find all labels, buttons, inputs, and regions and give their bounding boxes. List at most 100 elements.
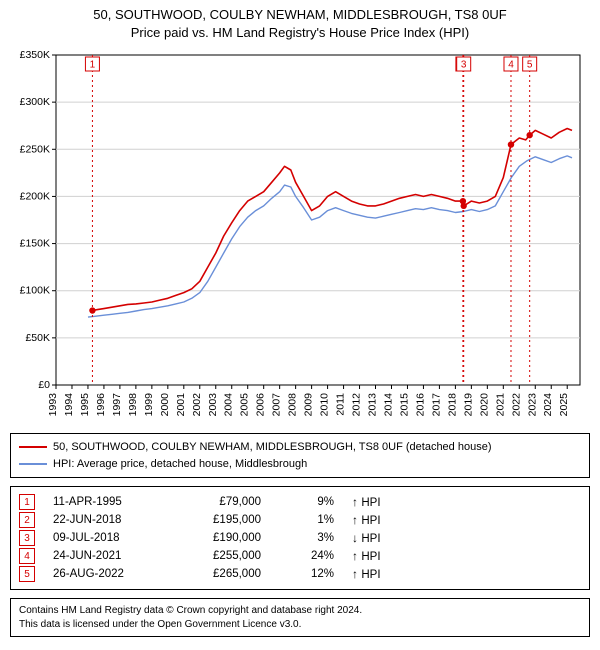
sale-dir-label: HPI bbox=[361, 497, 380, 509]
svg-text:1999: 1999 bbox=[143, 393, 155, 417]
svg-text:1995: 1995 bbox=[79, 393, 91, 417]
svg-text:2000: 2000 bbox=[159, 393, 171, 417]
sale-pct: 24% bbox=[279, 550, 334, 562]
svg-text:£100K: £100K bbox=[20, 285, 50, 297]
svg-text:2002: 2002 bbox=[191, 393, 203, 417]
svg-text:£300K: £300K bbox=[20, 96, 50, 108]
svg-text:2003: 2003 bbox=[207, 393, 219, 417]
sale-direction: ↑ HPI bbox=[352, 567, 412, 581]
sale-price: £265,000 bbox=[181, 568, 261, 580]
svg-text:2015: 2015 bbox=[398, 393, 410, 417]
svg-text:2009: 2009 bbox=[303, 393, 315, 417]
svg-text:2013: 2013 bbox=[367, 393, 379, 417]
title-line-2: Price paid vs. HM Land Registry's House … bbox=[10, 24, 590, 42]
svg-text:1998: 1998 bbox=[127, 393, 139, 417]
svg-text:2012: 2012 bbox=[351, 393, 363, 417]
sale-pct: 12% bbox=[279, 568, 334, 580]
svg-text:2001: 2001 bbox=[175, 393, 187, 417]
sale-direction: ↓ HPI bbox=[352, 531, 412, 545]
svg-text:1993: 1993 bbox=[47, 393, 59, 417]
svg-text:£350K: £350K bbox=[20, 49, 50, 61]
sale-dir-label: HPI bbox=[361, 569, 380, 581]
svg-text:£50K: £50K bbox=[25, 332, 50, 344]
sale-row: 5 26-AUG-2022 £265,000 12% ↑ HPI bbox=[19, 565, 581, 583]
legend-label: HPI: Average price, detached house, Midd… bbox=[53, 456, 307, 473]
sale-price: £195,000 bbox=[181, 514, 261, 526]
legend-row: 50, SOUTHWOOD, COULBY NEWHAM, MIDDLESBRO… bbox=[19, 439, 581, 456]
sale-row: 2 22-JUN-2018 £195,000 1% ↑ HPI bbox=[19, 511, 581, 529]
svg-text:£0: £0 bbox=[38, 379, 50, 391]
arrow-up-icon: ↑ bbox=[352, 567, 361, 581]
footer-box: Contains HM Land Registry data © Crown c… bbox=[10, 598, 590, 637]
sale-number-box: 4 bbox=[19, 548, 35, 564]
svg-text:2020: 2020 bbox=[478, 393, 490, 417]
svg-text:5: 5 bbox=[527, 60, 533, 71]
sale-price: £190,000 bbox=[181, 532, 261, 544]
svg-text:2007: 2007 bbox=[271, 393, 283, 417]
svg-text:£150K: £150K bbox=[20, 238, 50, 250]
svg-text:2006: 2006 bbox=[255, 393, 267, 417]
sale-row: 4 24-JUN-2021 £255,000 24% ↑ HPI bbox=[19, 547, 581, 565]
svg-text:2018: 2018 bbox=[446, 393, 458, 417]
svg-text:£250K: £250K bbox=[20, 143, 50, 155]
sale-number-box: 3 bbox=[19, 530, 35, 546]
svg-text:2010: 2010 bbox=[319, 393, 331, 417]
svg-text:2024: 2024 bbox=[542, 393, 554, 417]
page-root: 50, SOUTHWOOD, COULBY NEWHAM, MIDDLESBRO… bbox=[0, 0, 600, 647]
svg-text:2019: 2019 bbox=[462, 393, 474, 417]
title-block: 50, SOUTHWOOD, COULBY NEWHAM, MIDDLESBRO… bbox=[10, 6, 590, 41]
sale-direction: ↑ HPI bbox=[352, 513, 412, 527]
sale-date: 26-AUG-2022 bbox=[53, 568, 163, 580]
svg-text:2017: 2017 bbox=[430, 393, 442, 417]
sale-pct: 9% bbox=[279, 496, 334, 508]
legend-swatch bbox=[19, 446, 47, 448]
arrow-up-icon: ↑ bbox=[352, 495, 361, 509]
sale-date: 24-JUN-2021 bbox=[53, 550, 163, 562]
sale-pct: 3% bbox=[279, 532, 334, 544]
legend-row: HPI: Average price, detached house, Midd… bbox=[19, 456, 581, 473]
sales-box: 1 11-APR-1995 £79,000 9% ↑ HPI 2 22-JUN-2018 £1… bbox=[10, 486, 590, 590]
svg-text:2023: 2023 bbox=[526, 393, 538, 417]
sale-dir-label: HPI bbox=[361, 551, 380, 563]
svg-text:2011: 2011 bbox=[335, 393, 347, 416]
sale-dir-label: HPI bbox=[361, 515, 380, 527]
footer-line-2: This data is licensed under the Open Gov… bbox=[19, 618, 581, 632]
sale-number-box: 1 bbox=[19, 494, 35, 510]
chart-svg: £0 £50K £100K £150K £200K £250K £300K £350K 1993… bbox=[10, 45, 590, 425]
svg-text:1996: 1996 bbox=[95, 393, 107, 417]
svg-text:1997: 1997 bbox=[111, 393, 123, 417]
title-line-1: 50, SOUTHWOOD, COULBY NEWHAM, MIDDLESBRO… bbox=[10, 6, 590, 24]
svg-text:2005: 2005 bbox=[239, 393, 251, 417]
sale-direction: ↑ HPI bbox=[352, 549, 412, 563]
arrow-down-icon: ↓ bbox=[352, 531, 361, 545]
sale-number-box: 2 bbox=[19, 512, 35, 528]
svg-text:2014: 2014 bbox=[382, 393, 394, 417]
price-chart: £0 £50K £100K £150K £200K £250K £300K £350K 1993… bbox=[10, 45, 590, 425]
svg-text:£200K: £200K bbox=[20, 191, 50, 203]
sale-pct: 1% bbox=[279, 514, 334, 526]
sale-price: £79,000 bbox=[181, 496, 261, 508]
arrow-up-icon: ↑ bbox=[352, 513, 361, 527]
sale-direction: ↑ HPI bbox=[352, 495, 412, 509]
svg-text:2004: 2004 bbox=[223, 393, 235, 417]
sale-date: 11-APR-1995 bbox=[53, 496, 163, 508]
legend-swatch bbox=[19, 463, 47, 465]
svg-text:1: 1 bbox=[90, 60, 96, 71]
sale-date: 09-JUL-2018 bbox=[53, 532, 163, 544]
sale-price: £255,000 bbox=[181, 550, 261, 562]
svg-text:1994: 1994 bbox=[63, 393, 75, 417]
sale-row: 1 11-APR-1995 £79,000 9% ↑ HPI bbox=[19, 493, 581, 511]
svg-text:3: 3 bbox=[461, 60, 467, 71]
svg-text:2022: 2022 bbox=[510, 393, 522, 417]
svg-text:2008: 2008 bbox=[287, 393, 299, 417]
svg-text:4: 4 bbox=[508, 60, 514, 71]
svg-text:2025: 2025 bbox=[558, 393, 570, 417]
sale-number-box: 5 bbox=[19, 566, 35, 582]
sale-row: 3 09-JUL-2018 £190,000 3% ↓ HPI bbox=[19, 529, 581, 547]
legend-label: 50, SOUTHWOOD, COULBY NEWHAM, MIDDLESBRO… bbox=[53, 439, 492, 456]
sale-date: 22-JUN-2018 bbox=[53, 514, 163, 526]
svg-text:2016: 2016 bbox=[414, 393, 426, 417]
arrow-up-icon: ↑ bbox=[352, 549, 361, 563]
footer-line-1: Contains HM Land Registry data © Crown c… bbox=[19, 604, 581, 618]
legend-box: 50, SOUTHWOOD, COULBY NEWHAM, MIDDLESBRO… bbox=[10, 433, 590, 478]
